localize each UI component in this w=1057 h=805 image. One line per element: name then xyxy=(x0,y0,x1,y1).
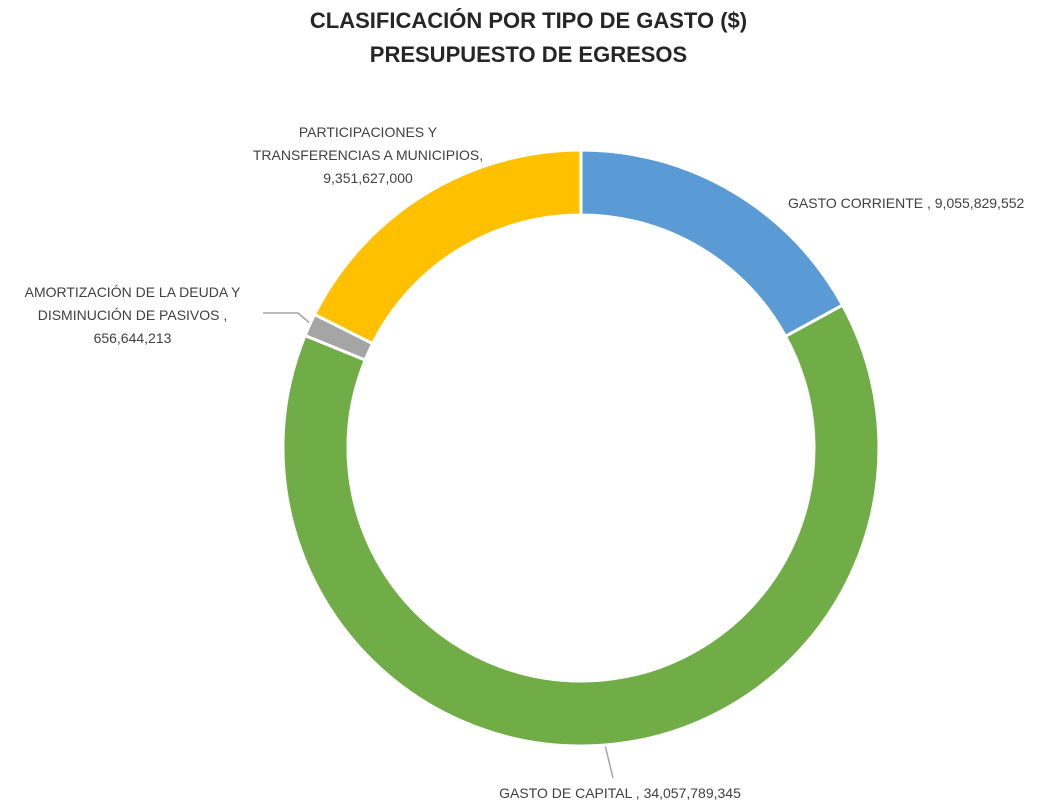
chart-title: CLASIFICACIÓN POR TIPO DE GASTO ($) xyxy=(309,8,748,33)
data-label: GASTO CORRIENTE , 9,055,829,552 xyxy=(788,192,1057,215)
donut-segment xyxy=(579,148,845,339)
category-label: PARTICIPACIONES Y TRANSFERENCIAS A MUNIC… xyxy=(252,124,484,163)
data-label: GASTO DE CAPITAL , 34,057,789,345 xyxy=(440,782,800,805)
value-label: 34,057,789,345 xyxy=(643,785,741,801)
value-label: 656,644,213 xyxy=(93,330,172,346)
chart-subtitle: PRESUPUESTO DE EGRESOS xyxy=(369,42,688,67)
category-label: AMORTIZACIÓN DE LA DEUDA Y DISMINUCIÓN D… xyxy=(24,284,241,323)
value-label: 9,351,627,000 xyxy=(323,170,413,186)
value-label: 9,055,829,552 xyxy=(934,195,1025,211)
donut-segment xyxy=(281,303,881,748)
leader-line xyxy=(263,312,313,326)
data-label: PARTICIPACIONES Y TRANSFERENCIAS A MUNIC… xyxy=(237,121,499,190)
category-label: GASTO DE CAPITAL , xyxy=(499,785,640,801)
data-label: AMORTIZACIÓN DE LA DEUDA Y DISMINUCIÓN D… xyxy=(5,281,260,350)
donut-segment xyxy=(312,148,583,346)
category-label: GASTO CORRIENTE , xyxy=(788,195,931,211)
